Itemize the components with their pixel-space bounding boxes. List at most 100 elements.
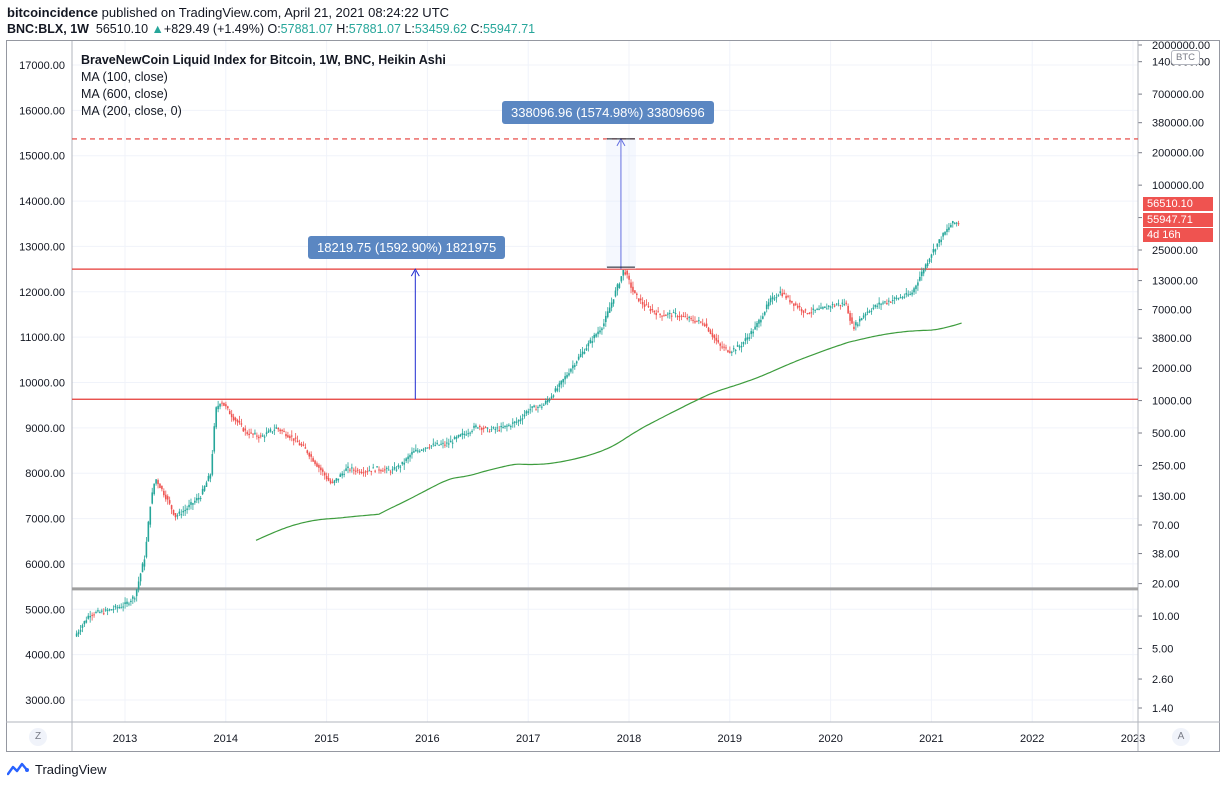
candle-body [327,477,330,481]
candle-body [461,433,464,435]
candle-body [616,284,619,291]
candle-body [769,298,772,303]
candle-body [829,306,832,308]
candle-body [451,442,454,444]
candle-body [306,450,309,453]
candle-body [391,469,394,471]
measure-callout-upper[interactable]: 338096.96 (1574.98%) 33809696 [502,101,714,124]
candle-body [354,470,357,472]
candle-body [911,292,913,295]
candle-body [953,222,956,224]
candle-body [480,427,483,430]
candle-body [924,264,927,269]
candle-body [901,297,904,299]
candle-body [223,402,225,406]
candle-body [523,414,526,417]
legend-ma200[interactable]: MA (200, close, 0) [81,104,182,118]
candle-body [145,541,148,558]
candle-body [362,472,365,474]
candle-body [521,418,524,420]
candle-body [938,239,941,244]
y-right-tick-label: 2.60 [1152,674,1173,686]
candle-body [546,399,549,403]
candle-body [304,447,307,449]
up-triangle-icon: ▲ [151,22,164,36]
candle-body [676,315,679,318]
measure-callout-lower[interactable]: 18219.75 (1592.90%) 1821975 [308,236,506,259]
candle-body [159,483,161,489]
candle-body [292,438,295,441]
legend-ma100[interactable]: MA (100, close) [81,70,168,84]
candle-body [603,323,605,327]
candle-body [529,409,532,411]
candle-body [510,426,512,428]
candle-body [665,315,667,317]
candle-body [816,308,818,310]
candle-body [488,431,491,433]
candle-body [434,445,437,447]
candle-body [895,297,898,299]
candle-body [426,447,429,449]
y-right-tick-label: 1.40 [1152,703,1173,715]
publish-text: published on TradingView.com, April 21, … [101,5,450,20]
ohlc-line: BNC:BLX, 1W 56510.10 ▲+829.49 (+1.49%) O… [7,22,535,36]
candle-body [950,224,952,228]
legend-ma600[interactable]: MA (600, close) [81,87,168,101]
zoom-toggle-button[interactable]: Z [29,728,47,746]
candle-body [484,427,487,429]
candle-body [397,465,400,468]
candle-body [331,482,334,484]
candle-body [888,300,890,302]
footer-brand-name[interactable]: TradingView [35,761,107,777]
candle-body [587,343,590,347]
candle-body [858,318,861,322]
candle-body [446,442,448,444]
open-value: 57881.07 [280,22,333,36]
legend-title[interactable]: BraveNewCoin Liquid Index for Bitcoin, 1… [81,53,446,67]
candle-body [777,295,780,297]
candle-body [99,612,101,614]
candle-body [670,315,673,317]
candle-body [860,318,863,321]
candle-body [612,299,615,304]
candle-body [618,283,621,288]
low-value: 53459.62 [414,22,467,36]
candle-body [591,341,594,343]
candle-body [197,497,200,500]
candle-body [298,443,301,446]
candle-body [758,319,760,324]
x-tick-label: 2018 [617,733,641,745]
publisher-name[interactable]: bitcoincidence [7,5,99,20]
candle-body [289,436,291,439]
candle-body [897,298,900,300]
candle-body [116,607,119,609]
candle-body [511,422,514,424]
candle-body [742,342,745,345]
candle-body [731,351,733,353]
candle-body [420,449,423,451]
candle-body [277,428,280,430]
candle-body [438,444,440,446]
candle-body [723,346,725,348]
candle-body [258,436,260,439]
x-tick-label: 2014 [214,733,238,745]
countdown-box: 4d 16h [1143,228,1213,242]
x-tick-label: 2020 [818,733,842,745]
candle-body [668,312,671,314]
candle-body [296,440,299,443]
candle-body [542,404,545,406]
auto-scale-button[interactable]: A [1172,728,1190,746]
candle-body [634,290,636,294]
candle-body [558,383,561,387]
candle-body [486,427,489,429]
candle-body [804,309,807,311]
candle-body [639,298,642,301]
candle-body [244,428,247,431]
candle-body [347,466,349,469]
candle-body [151,492,154,504]
candle-body [866,311,869,313]
currency-tag[interactable]: BTC [1171,50,1200,65]
candle-body [337,478,340,481]
candle-body [767,302,770,307]
